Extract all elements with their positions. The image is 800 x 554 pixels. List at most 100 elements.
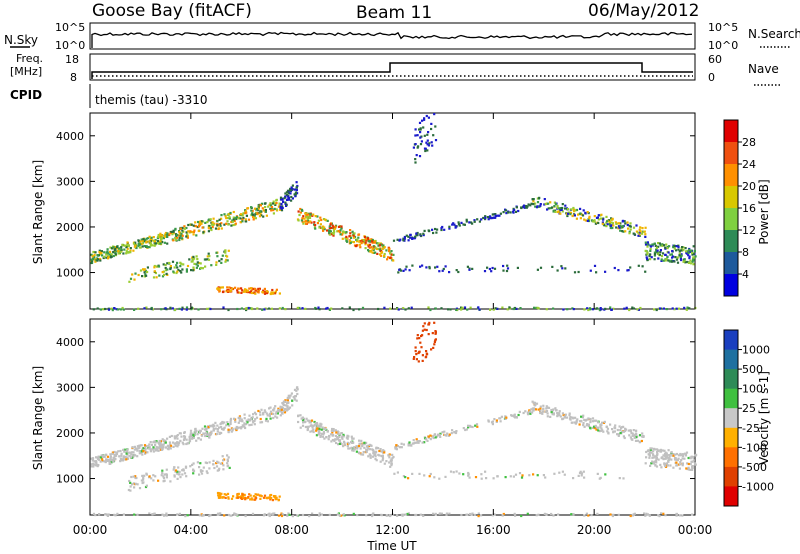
scatter-cell (306, 428, 309, 432)
scatter-cell (539, 411, 542, 415)
scatter-cell (685, 451, 689, 454)
scatter-cell (295, 186, 298, 189)
scatter-cell (415, 232, 418, 235)
scatter-cell (351, 441, 354, 444)
scatter-cell (281, 406, 284, 409)
scatter-cell (648, 514, 651, 517)
scatter-cell (560, 207, 563, 210)
scatter-cell (632, 434, 635, 437)
scatter-cell (98, 513, 101, 516)
scatter-cell (98, 251, 101, 254)
scatter-cell (675, 458, 678, 461)
scatter-cell (259, 417, 262, 421)
scatter-cell (198, 431, 201, 434)
scatter-cell (353, 448, 356, 451)
scatter-cell (339, 233, 342, 236)
scatter-cell (287, 394, 290, 397)
scatter-cell (94, 514, 97, 517)
scatter-cell (152, 479, 155, 482)
scatter-cell (169, 265, 172, 268)
scatter-cell (161, 513, 164, 516)
scatter-cell (352, 437, 355, 440)
scatter-cell (657, 449, 660, 452)
scatter-cell (210, 223, 213, 226)
colorbar-swatch (724, 208, 738, 231)
scatter-cell (468, 424, 472, 427)
scatter-cell (413, 356, 416, 359)
scatter-cell (191, 463, 194, 466)
scatter-cell (288, 513, 291, 516)
scatter-cell (244, 210, 247, 213)
scatter-cell (263, 287, 266, 290)
scatter-cell (229, 419, 232, 422)
scatter-cell (238, 419, 241, 422)
scatter-cell (148, 235, 151, 238)
scatter-cell (389, 459, 392, 462)
scatter-cell (477, 515, 480, 518)
scatter-cell (127, 488, 130, 492)
scatter-cell (296, 192, 299, 195)
scatter-cell (163, 473, 166, 476)
scatter-cell (225, 258, 228, 261)
scatter-cell (531, 400, 534, 403)
scatter-cell (213, 466, 216, 470)
scatter-cell (649, 249, 652, 252)
scatter-cell (470, 221, 473, 224)
scatter-cell (543, 203, 546, 206)
scatter-cell (148, 475, 151, 478)
scatter-cell (679, 257, 682, 260)
scatter-cell (692, 459, 695, 462)
scatter-cell (411, 442, 414, 445)
cpid-value: themis (tau) -3310 (95, 93, 208, 107)
scatter-cell (335, 438, 338, 441)
scatter-cell (173, 437, 176, 440)
scatter-cell (317, 433, 320, 436)
scatter-cell (234, 286, 237, 289)
scatter-cell (575, 208, 579, 212)
scatter-cell (626, 269, 629, 272)
scatter-cell (306, 215, 309, 219)
scatter-cell (101, 459, 104, 462)
scatter-cell (280, 409, 283, 413)
scatter-cell (126, 457, 129, 460)
scatter-cell (109, 457, 112, 460)
scatter-cell (358, 308, 361, 311)
scatter-cell (377, 242, 380, 245)
scatter-cell (152, 474, 155, 477)
scatter-cell (468, 476, 471, 479)
scatter-cell (626, 223, 629, 227)
scatter-cell (368, 240, 372, 243)
scatter-cell (296, 514, 299, 517)
scatter-cell (188, 258, 191, 261)
scatter-cell (679, 452, 682, 456)
scatter-cell (488, 215, 492, 218)
scatter-cell (653, 258, 656, 261)
scatter-cell (414, 441, 417, 444)
scatter-cell (204, 221, 207, 224)
scatter-cell (601, 222, 604, 225)
scatter-cell (566, 308, 569, 311)
scatter-cell (656, 249, 659, 252)
scatter-cell (598, 430, 601, 433)
scatter-cell (218, 287, 221, 291)
scatter-cell (650, 462, 653, 465)
scatter-cell (284, 408, 287, 411)
scatter-cell (215, 462, 218, 465)
scatter-cell (227, 223, 230, 226)
scatter-cell (184, 465, 188, 468)
scatter-cell (288, 189, 291, 192)
scatter-cell (161, 443, 164, 446)
scatter-cell (237, 421, 240, 424)
scatter-cell (363, 446, 366, 449)
scatter-cell (212, 429, 215, 432)
scatter-cell (294, 191, 297, 194)
scatter-cell (434, 330, 437, 333)
scatter-cell (246, 419, 249, 422)
scatter-cell (212, 427, 215, 430)
scatter-cell (228, 217, 231, 220)
scatter-cell (512, 307, 515, 311)
scatter-cell (96, 254, 99, 257)
scatter-cell (192, 468, 195, 471)
scatter-cell (508, 306, 511, 309)
scatter-cell (218, 493, 222, 496)
